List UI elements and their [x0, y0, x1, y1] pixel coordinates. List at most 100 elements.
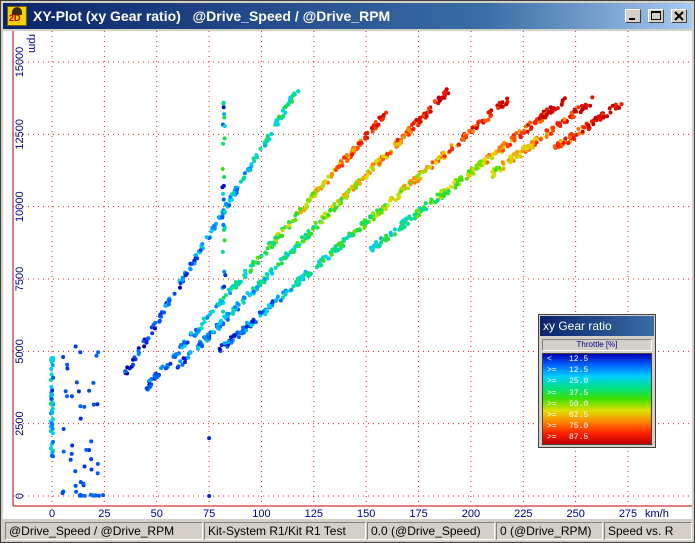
data-point: [162, 310, 166, 315]
data-point: [474, 126, 479, 131]
data-point: [82, 464, 87, 469]
data-point: [65, 366, 70, 371]
data-point: [313, 221, 318, 225]
data-point: [220, 249, 225, 254]
data-point: [501, 145, 506, 150]
data-point: [357, 228, 362, 233]
data-point: [338, 159, 343, 164]
data-point: [65, 394, 69, 399]
data-point: [251, 289, 256, 294]
data-point: [408, 179, 413, 184]
data-point: [217, 302, 222, 307]
minimize-button[interactable]: [625, 9, 641, 23]
data-point: [274, 297, 279, 302]
data-point: [136, 352, 141, 357]
data-point: [353, 185, 358, 190]
y-axis-label: rpm: [26, 34, 38, 53]
data-point: [439, 189, 444, 194]
data-point: [200, 322, 204, 326]
data-point: [69, 451, 74, 456]
data-point: [477, 119, 482, 124]
data-point: [362, 218, 367, 223]
data-point: [372, 243, 377, 248]
data-point: [48, 401, 53, 406]
data-point: [598, 116, 603, 121]
data-point: [426, 106, 431, 111]
data-point: [490, 169, 495, 174]
data-point: [588, 103, 593, 108]
data-point: [399, 226, 404, 231]
data-point: [377, 115, 382, 120]
data-point: [301, 239, 306, 244]
legend-panel[interactable]: xy Gear ratio Throttle [%] <12.5 >= 12.5 >=…: [538, 314, 656, 448]
data-point: [323, 179, 328, 184]
data-point: [167, 298, 172, 303]
data-point: [322, 211, 327, 216]
data-point: [556, 143, 560, 148]
maximize-button[interactable]: [648, 9, 664, 23]
data-point: [605, 114, 610, 119]
data-point: [320, 184, 325, 189]
legend-row-value: 50.0: [569, 399, 589, 409]
y-tick-label: 12500: [14, 119, 26, 150]
data-point: [95, 402, 100, 407]
data-point: [123, 369, 128, 374]
data-point: [289, 287, 294, 292]
x-tick-label: 175: [409, 508, 427, 519]
data-point: [216, 215, 221, 220]
data-point: [319, 220, 324, 225]
data-point: [84, 447, 89, 452]
scatter-chart[interactable]: 0 25 50 75 100 125 150 175 200 225 250 275 0 2500 500…: [3, 31, 692, 519]
data-point: [500, 100, 505, 105]
data-point: [350, 184, 355, 189]
data-point: [428, 200, 433, 205]
app-2d-plot-icon[interactable]: 2D: [7, 6, 27, 26]
data-point: [232, 283, 237, 288]
data-point: [293, 213, 298, 218]
title-bar[interactable]: 2D XY-Plot (xy Gear ratio) @Drive_Speed …: [3, 3, 692, 29]
data-point: [477, 160, 482, 165]
data-point: [371, 211, 376, 216]
legend-row-value: 75.0: [569, 422, 589, 432]
data-point: [278, 257, 283, 262]
data-point: [607, 106, 612, 111]
data-point: [209, 229, 214, 234]
data-point: [519, 130, 524, 135]
data-point: [441, 150, 446, 155]
legend-row: <12.5: [543, 355, 643, 366]
data-point: [258, 280, 263, 285]
data-point: [264, 251, 269, 256]
data-point: [78, 404, 83, 409]
data-point: [249, 162, 254, 166]
data-point: [303, 236, 308, 241]
data-point: [340, 163, 345, 168]
data-point: [243, 268, 248, 273]
data-point: [206, 335, 211, 340]
legend-subtitle: Throttle [%]: [542, 339, 652, 351]
data-point: [304, 202, 309, 207]
data-point: [271, 240, 276, 245]
data-point: [73, 344, 78, 349]
data-point: [254, 153, 259, 158]
data-point: [293, 244, 298, 249]
x-tick-labels: 0 25 50 75 100 125 150 175 200 225 250 275: [49, 508, 637, 519]
data-point: [407, 129, 412, 133]
data-point: [77, 493, 82, 498]
data-point: [207, 494, 212, 498]
data-point: [234, 190, 239, 195]
data-point: [501, 148, 506, 153]
data-point: [315, 225, 320, 230]
data-point: [381, 157, 386, 162]
legend-row-operator: <: [547, 355, 552, 364]
y-tick-label: 10000: [14, 191, 26, 222]
data-point: [89, 457, 94, 462]
data-point: [222, 341, 227, 346]
close-button[interactable]: [671, 9, 687, 23]
data-point: [298, 207, 303, 211]
data-point: [283, 110, 288, 115]
data-point: [220, 215, 225, 220]
data-point: [241, 325, 245, 330]
data-point: [377, 161, 382, 166]
data-point: [593, 115, 598, 120]
